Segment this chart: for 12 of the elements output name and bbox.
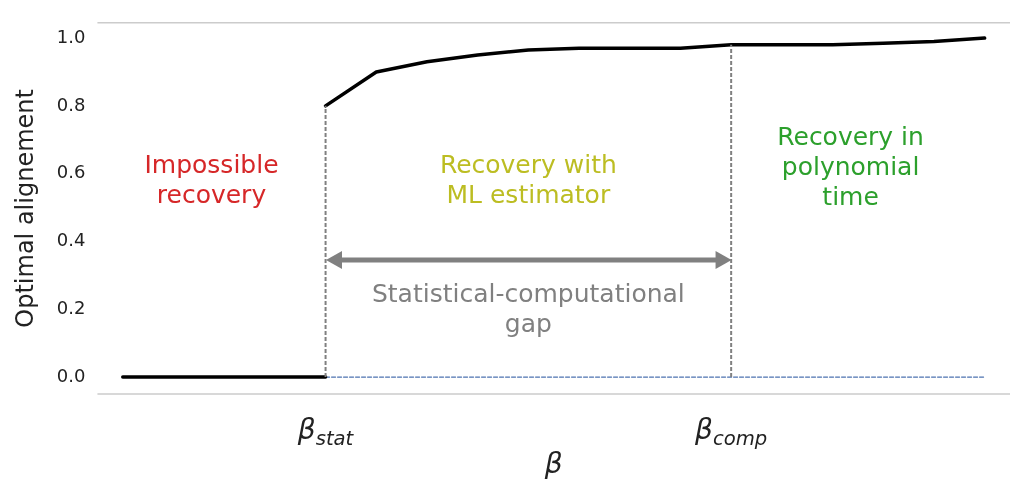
y-tick-label: 0.2 [56, 296, 86, 318]
x-axis-title: β [543, 447, 563, 481]
y-tick-label: 0.0 [56, 364, 86, 386]
y-tick-label: 1.0 [56, 25, 86, 47]
y-tick-label: 0.6 [56, 161, 86, 183]
y-tick-label: 0.8 [56, 93, 86, 115]
y-tick-label: 0.4 [56, 229, 86, 251]
annotation: Impossible recovery [143, 150, 280, 211]
y-axis-title: Optimal alignement [10, 89, 39, 328]
annotation: Recovery with ML estimator [438, 150, 618, 211]
annotation: Recovery in polynomial time [776, 121, 925, 212]
annotation: Statistical-computational gap [370, 279, 686, 340]
